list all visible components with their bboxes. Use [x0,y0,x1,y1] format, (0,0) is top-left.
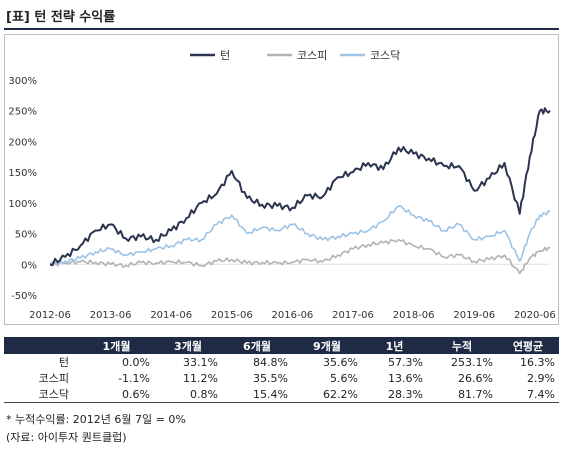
chart-frame: 300% 250% 200% 150% 100% 50% 0% -50% 2012-06 2013… [4,34,559,325]
table-cell: 2.9% [527,371,555,385]
line-chart: 300% 250% 200% 150% 100% 50% 0% -50% 2012-06 2013… [8,49,556,321]
legend-label: 코스피 [297,49,327,62]
row-label: 턴 [58,356,69,369]
table-cell: 13.6% [388,371,423,385]
table-cell: 28.3% [362,386,427,403]
y-tick-label: 300% [8,76,37,87]
header-cell-9m: 9개월 [292,337,362,354]
table-row: 턴 0.0% 33.1% 84.8% 35.6% 57.3% 253.1% 16… [4,354,559,370]
table-cell: 84.8% [253,355,288,369]
y-tick-label: 50% [15,230,37,241]
table-cell: 33.1% [183,355,218,369]
y-tick-label: -50% [11,291,37,302]
table-cell: 15.4% [222,386,292,403]
header-cell-cumulative: 누적 [427,337,497,354]
header-cell-3m: 3개월 [154,337,222,354]
legend-label: 코스닥 [370,49,400,62]
table-header-row: 1개월 3개월 6개월 9개월 1년 누적 연평균 [4,337,559,354]
table-row: 코스피 -1.1% 11.2% 35.5% 5.6% 13.6% 26.6% 2… [4,370,559,386]
chart-title: [표] 턴 전략 수익률 [6,10,116,25]
table-cell: 57.3% [388,355,423,369]
table-cell: 0.8% [154,386,222,403]
header-cell-1y: 1년 [362,337,427,354]
header-cell-6m: 6개월 [222,337,292,354]
x-tick-label: 2014-06 [150,310,192,321]
header-cell-annualized: 연평균 [497,337,559,354]
source-note: (자료: 아이투자 퀀트클럽) [6,431,127,444]
table-cell: 16.3% [520,355,555,369]
table-cell: 26.6% [458,371,493,385]
table-cell: 35.6% [323,355,358,369]
x-tick-label: 2013-06 [90,310,132,321]
returns-table-wrap: 1개월 3개월 6개월 9개월 1년 누적 연평균 턴 0.0% 33.1% 8… [4,337,559,403]
x-tick-label: 2020-06 [514,310,556,321]
table-cell: -1.1% [118,371,150,385]
y-tick-label: 0% [21,260,37,271]
y-tick-label: 100% [8,199,37,210]
returns-table: 1개월 3개월 6개월 9개월 1년 누적 연평균 턴 0.0% 33.1% 8… [4,337,559,403]
header-cell-1m: 1개월 [79,337,154,354]
y-tick-label: 250% [8,107,37,118]
footnote: * 누적수익률: 2012년 6월 7일 = 0% [6,413,186,426]
table-row: 코스닥 0.6% 0.8% 15.4% 62.2% 28.3% 81.7% 7.… [4,386,559,403]
table-cell: 0.6% [79,386,154,403]
series-line-turn [49,107,551,267]
table-cell: 11.2% [183,371,218,385]
x-tick-label: 2018-06 [393,310,435,321]
table-cell: 81.7% [427,386,497,403]
table-cell: 62.2% [292,386,362,403]
y-tick-label: 200% [8,137,37,148]
table-cell: 0.0% [122,355,150,369]
x-tick-label: 2012-06 [29,310,71,321]
x-tick-label: 2017-06 [332,310,374,321]
row-label: 코스피 [38,372,69,385]
row-label: 코스닥 [4,386,79,403]
table-cell: 253.1% [451,355,493,369]
title-underline [4,28,559,30]
table-cell: 7.4% [497,386,559,403]
x-tick-label: 2019-06 [453,310,495,321]
series-line-kospi [49,238,551,275]
y-tick-label: 150% [8,168,37,179]
legend-label: 턴 [220,49,230,62]
header-cell-blank [4,337,79,354]
x-tick-label: 2016-06 [272,310,314,321]
series-line-kosdaq [49,205,551,265]
x-tick-label: 2015-06 [211,310,253,321]
table-cell: 35.5% [253,371,288,385]
table-cell: 5.6% [330,371,358,385]
